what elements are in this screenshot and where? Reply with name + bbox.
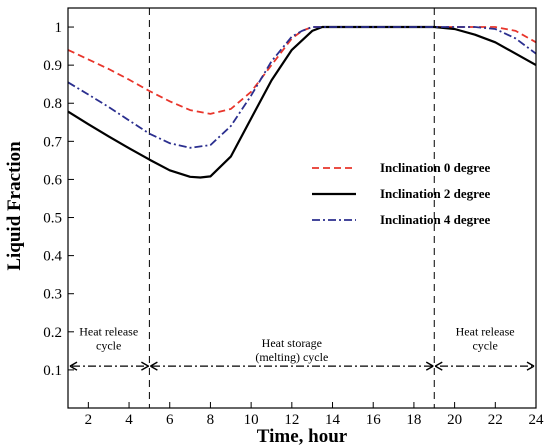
y-tick-label: 0.1 [43, 363, 62, 379]
phase-annotation-text: Heat release [456, 325, 515, 339]
y-tick-label: 0.9 [43, 58, 62, 74]
arrow-head [69, 361, 78, 371]
x-tick-label: 16 [366, 412, 382, 428]
x-axis-title: Time, hour [257, 426, 348, 447]
x-tick-label: 6 [166, 412, 174, 428]
y-tick-label: 0.3 [43, 287, 62, 303]
y-tick-label: 0.4 [43, 249, 62, 265]
arrow-head [526, 361, 535, 371]
y-tick-label: 0.8 [43, 96, 62, 112]
plot-frame [67, 7, 537, 409]
phase-annotation-text: Heat release [79, 325, 138, 339]
series-line [67, 26, 537, 149]
x-tick-label: 22 [488, 412, 503, 428]
legend-label: Inclination 4 degree [380, 212, 490, 227]
y-tick-label: 0.7 [43, 134, 62, 150]
series-line [67, 26, 537, 115]
y-axis-title: Liquid Fraction [4, 141, 25, 271]
arrow-head [434, 361, 443, 371]
legend-label: Inclination 0 degree [380, 160, 490, 175]
x-tick-label: 4 [125, 412, 133, 428]
x-tick-label: 8 [207, 412, 215, 428]
plot-decorations [148, 8, 435, 408]
x-tick-label: 10 [244, 412, 259, 428]
x-tick-label: 18 [406, 412, 421, 428]
x-tick-label: 24 [529, 412, 545, 428]
y-tick-label: 0.6 [43, 172, 62, 188]
phase-annotation-text: Heat storage [262, 336, 322, 350]
phase-annotation-text: cycle [96, 339, 121, 353]
x-tick-label: 14 [325, 412, 341, 428]
x-tick-label: 2 [85, 412, 93, 428]
y-tick-label: 0.5 [43, 211, 62, 227]
x-tick-label: 12 [284, 412, 299, 428]
series-line [67, 25, 537, 179]
phase-annotation-text: cycle [472, 339, 497, 353]
y-tick-label: 1 [55, 20, 63, 36]
series-lines [67, 25, 537, 179]
arrow-head [141, 361, 149, 371]
x-tick-label: 20 [447, 412, 462, 428]
y-tick-label: 0.2 [43, 325, 62, 341]
arrow-head [425, 361, 434, 371]
axes: 2 4 6 8 10 12 14 16 18 20 22 240.10.20.30.40.50.60.… [43, 7, 545, 428]
arrow-head [150, 361, 158, 371]
legend: Inclination 0 degree Inclination 2 degree… [312, 160, 490, 227]
phase-annotation-text: (melting) cycle [255, 350, 328, 364]
legend-label: Inclination 2 degree [380, 186, 490, 201]
